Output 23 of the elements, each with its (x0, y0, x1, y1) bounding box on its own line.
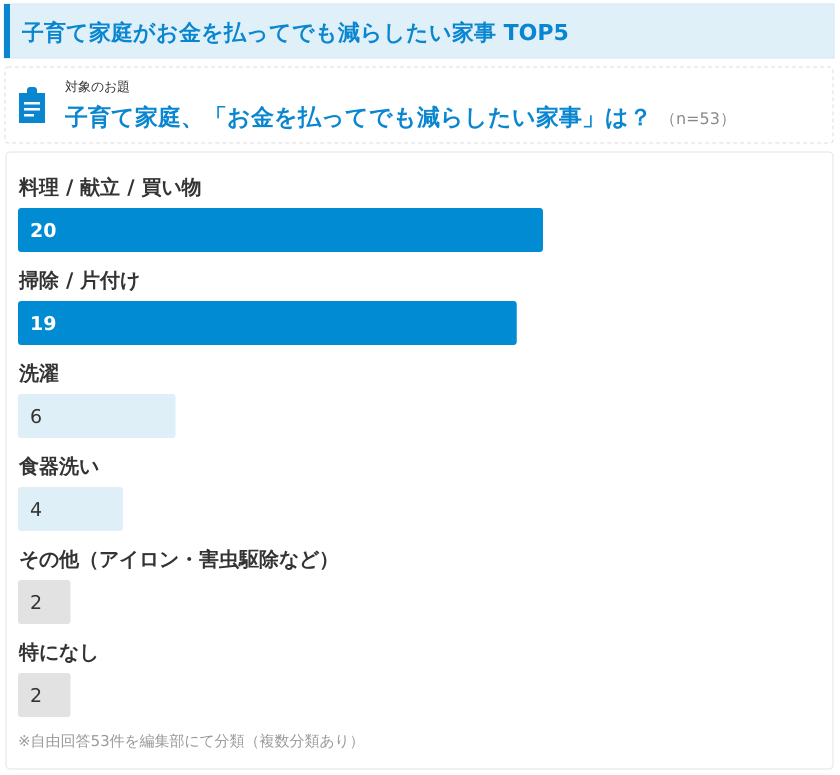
text: 対象のお題 (65, 79, 130, 95)
y-tick-label: 特になし (18, 640, 99, 664)
annotation: ※自由回答53件を編集部にて分類（複数分類あり） (18, 732, 365, 750)
chart-subtitle: 子育て家庭、「お金を払ってでも減らしたい家事」は？ (64, 104, 652, 131)
bar (18, 394, 176, 438)
y-tick-label: 洗濯 (18, 361, 59, 385)
data-label: 2 (30, 685, 42, 707)
data-label: 19 (30, 313, 56, 335)
y-tick-label: その他（アイロン・害虫駆除など） (19, 547, 339, 571)
bar (18, 208, 543, 252)
data-label: 6 (30, 406, 42, 428)
data-label: 20 (30, 220, 56, 242)
y-tick-label: 食器洗い (18, 454, 99, 478)
bar (18, 673, 70, 717)
y-tick-label: 掃除 / 片付け (18, 268, 140, 292)
bar (18, 301, 517, 345)
y-tick-label: 料理 / 献立 / 買い物 (18, 175, 202, 199)
data-label: 4 (30, 499, 42, 521)
chart-title: 子育て家庭がお金を払ってでも減らしたい家事 TOP5 (21, 20, 569, 46)
bar (18, 580, 70, 624)
data-label: 2 (30, 592, 42, 614)
bar (18, 487, 123, 531)
text: （n=53） (660, 109, 736, 128)
